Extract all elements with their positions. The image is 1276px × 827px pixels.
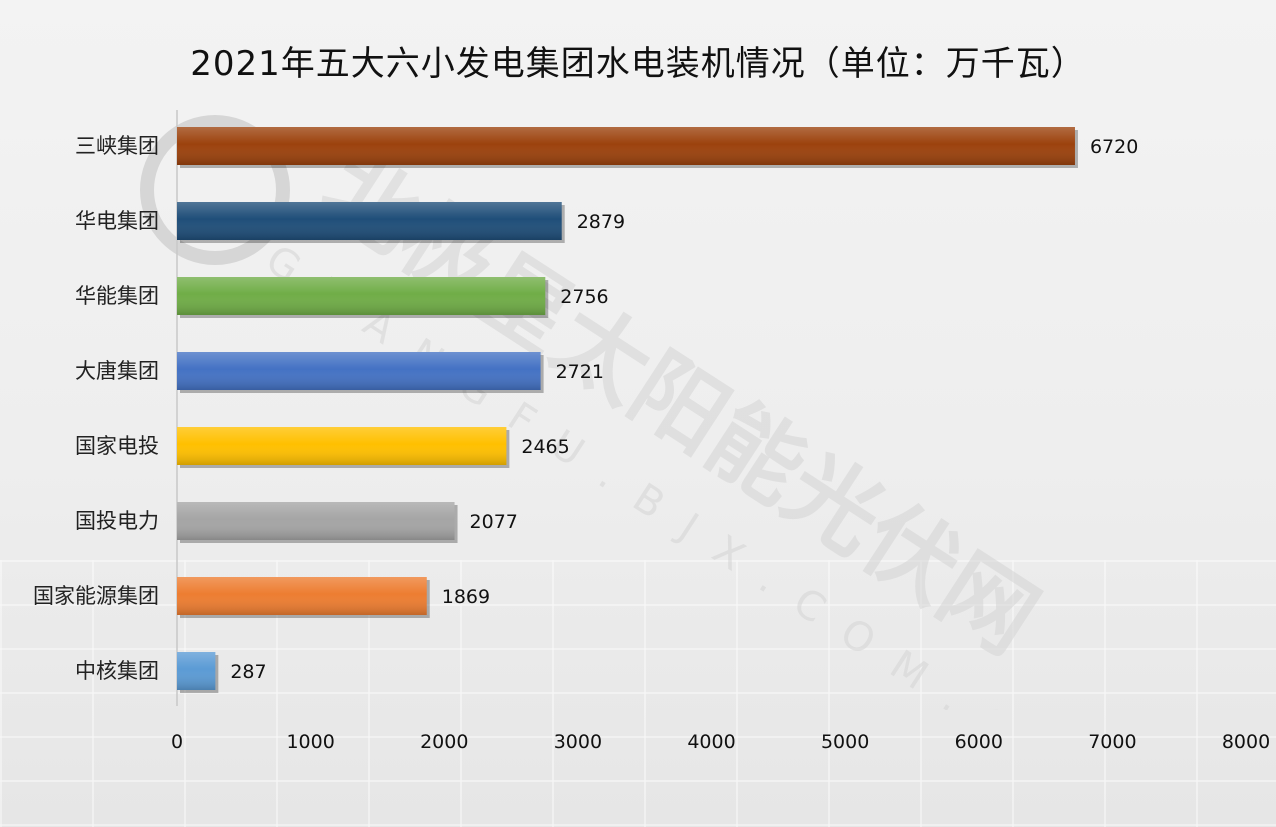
data-label: 287	[230, 661, 266, 683]
bar-gloss	[177, 352, 541, 390]
x-tick-label: 1000	[286, 731, 334, 753]
x-tick-label: 4000	[687, 731, 735, 753]
category-label: 华电集团	[75, 209, 159, 233]
bar-gloss	[177, 127, 1075, 165]
bar-gloss	[177, 202, 562, 240]
category-label: 华能集团	[75, 284, 159, 308]
x-tick-label: 0	[171, 731, 183, 753]
data-label: 2465	[521, 436, 569, 458]
x-tick-label: 6000	[955, 731, 1003, 753]
category-label: 大唐集团	[75, 359, 159, 383]
x-tick-label: 5000	[821, 731, 869, 753]
bar-gloss	[177, 652, 216, 690]
data-label: 2077	[470, 511, 518, 533]
x-tick-label: 7000	[1088, 731, 1136, 753]
x-tick-label: 3000	[554, 731, 602, 753]
bar-gloss	[177, 427, 507, 465]
category-label: 国家能源集团	[33, 584, 159, 608]
category-label: 三峡集团	[75, 134, 159, 158]
data-label: 6720	[1090, 136, 1138, 158]
category-label: 国投电力	[75, 509, 159, 533]
bar-gloss	[177, 502, 455, 540]
data-label: 2879	[577, 211, 625, 233]
category-label: 国家电投	[75, 434, 159, 458]
data-label: 2721	[556, 361, 604, 383]
bar-gloss	[177, 577, 427, 615]
bar-gloss	[177, 277, 546, 315]
data-label: 1869	[442, 586, 490, 608]
x-tick-label: 8000	[1222, 731, 1270, 753]
chart-title: 2021年五大六小发电集团水电装机情况（单位：万千瓦）	[190, 44, 1086, 84]
x-tick-label: 2000	[420, 731, 468, 753]
data-label: 2756	[560, 286, 608, 308]
category-label: 中核集团	[75, 659, 159, 683]
